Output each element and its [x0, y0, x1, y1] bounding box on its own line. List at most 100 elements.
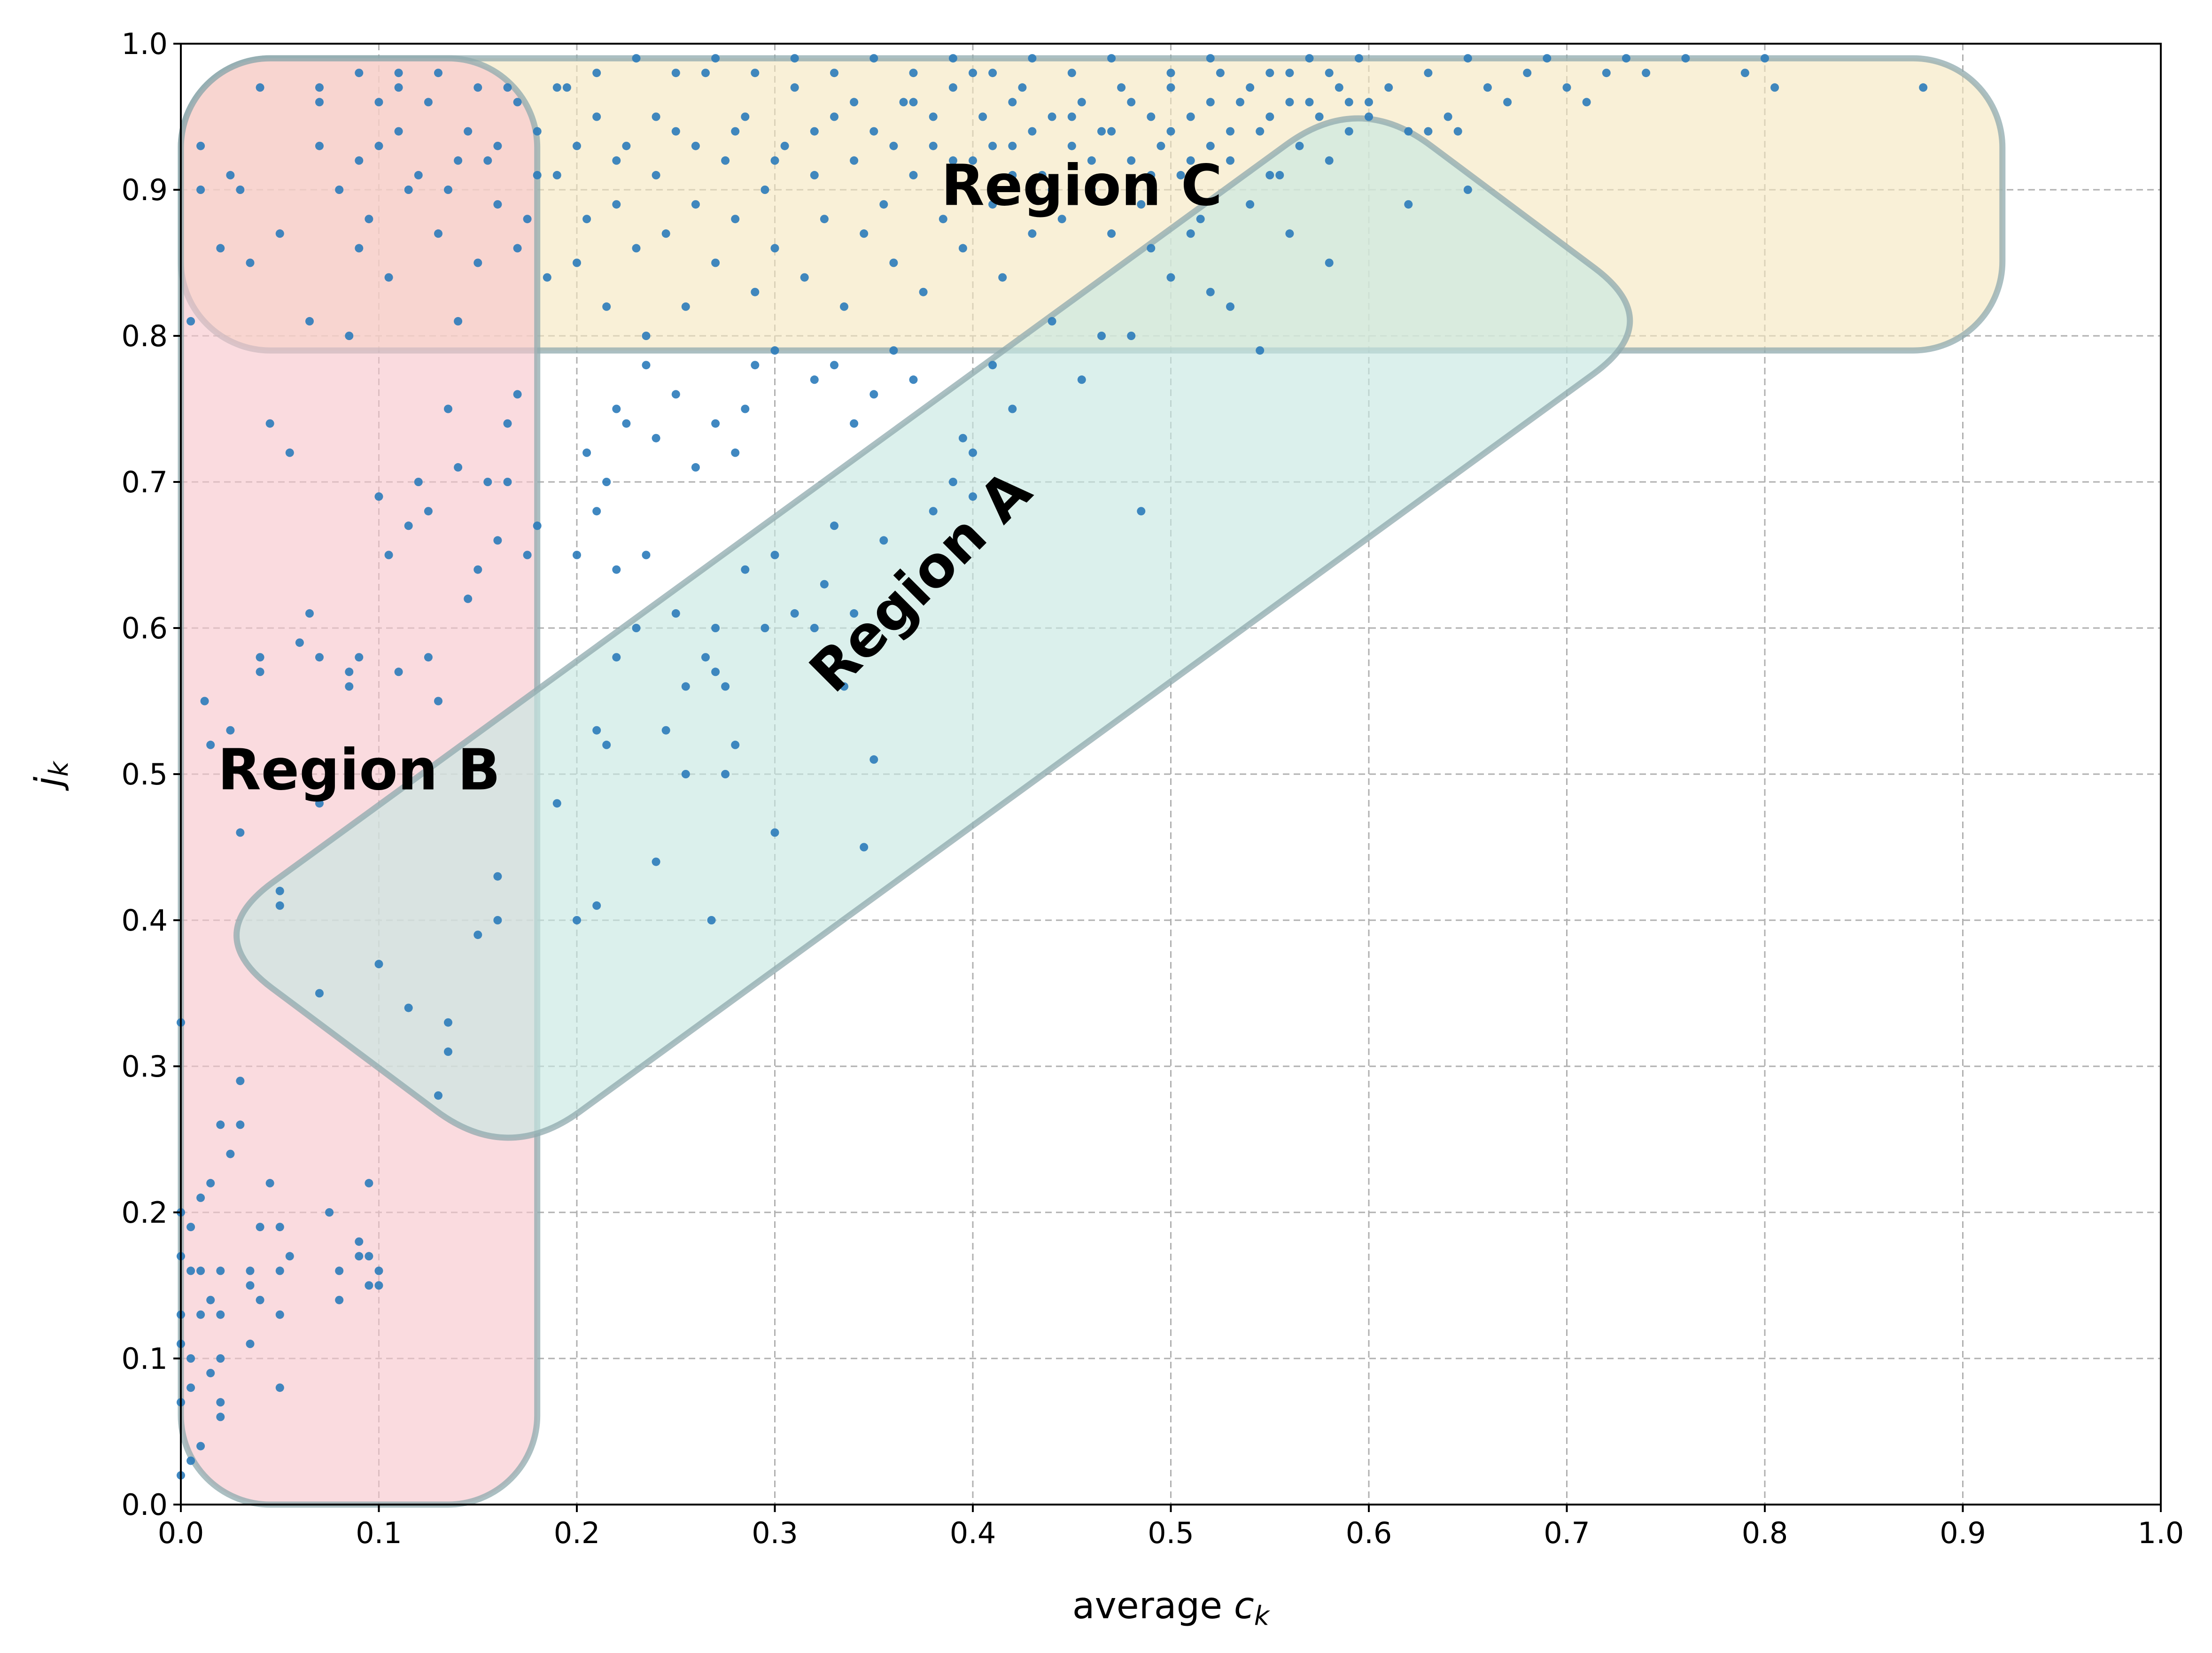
- data-point: [1077, 375, 1086, 384]
- data-point: [246, 258, 255, 267]
- data-point: [661, 229, 670, 238]
- data-point: [1127, 98, 1136, 107]
- data-point: [523, 215, 532, 224]
- data-point: [533, 171, 542, 179]
- data-point: [552, 171, 561, 179]
- data-point: [582, 448, 591, 457]
- data-point: [256, 83, 264, 92]
- data-point: [345, 332, 354, 340]
- y-tick-label: 0.8: [121, 319, 168, 353]
- x-tick-label: 0.6: [1346, 1516, 1392, 1550]
- data-point: [196, 1442, 205, 1451]
- data-point: [335, 1296, 344, 1304]
- data-point: [1147, 171, 1156, 179]
- region-b-label: Region B: [217, 738, 500, 803]
- data-point: [236, 828, 245, 837]
- data-point: [1038, 171, 1047, 179]
- data-point: [434, 1091, 442, 1100]
- data-point: [770, 244, 779, 253]
- data-point: [424, 507, 433, 516]
- data-point: [374, 492, 383, 501]
- data-point: [464, 594, 473, 603]
- data-point: [1137, 200, 1146, 209]
- x-tick-label: 0.8: [1742, 1516, 1788, 1550]
- data-point: [335, 186, 344, 194]
- data-point: [1463, 186, 1472, 194]
- region-c-label: Region C: [941, 154, 1223, 219]
- data-point: [820, 580, 829, 589]
- data-point: [503, 478, 512, 486]
- data-point: [226, 726, 235, 735]
- data-point: [365, 1281, 373, 1290]
- data-point: [969, 492, 977, 501]
- data-point: [1186, 112, 1195, 121]
- data-point: [1127, 156, 1136, 165]
- data-point: [1147, 112, 1156, 121]
- data-point: [602, 740, 611, 749]
- data-point: [879, 200, 888, 209]
- data-point: [1335, 83, 1343, 92]
- data-point: [592, 507, 601, 516]
- data-point: [552, 83, 561, 92]
- data-point: [958, 244, 967, 253]
- data-point: [770, 156, 779, 165]
- data-point: [1206, 54, 1215, 63]
- data-point: [1344, 98, 1353, 107]
- data-points: [177, 54, 1928, 1480]
- data-point: [1404, 127, 1413, 136]
- data-point: [810, 624, 819, 632]
- data-point: [939, 215, 947, 224]
- data-point: [889, 141, 898, 150]
- data-point: [196, 141, 205, 150]
- data-point: [1196, 215, 1205, 224]
- data-point: [1226, 127, 1234, 136]
- data-point: [513, 98, 522, 107]
- data-point: [206, 1179, 215, 1187]
- data-point: [1761, 54, 1769, 63]
- data-point: [969, 156, 977, 165]
- data-point: [186, 1456, 195, 1465]
- x-axis-label: average ck: [1072, 1585, 1271, 1631]
- y-tick-label: 0.5: [121, 757, 168, 792]
- data-point: [1404, 200, 1413, 209]
- data-point: [988, 69, 997, 78]
- data-point: [731, 448, 740, 457]
- data-point: [285, 448, 294, 457]
- data-point: [850, 419, 859, 428]
- data-point: [473, 83, 482, 92]
- data-point: [830, 361, 838, 370]
- data-point: [1256, 127, 1265, 136]
- data-point: [216, 1412, 225, 1421]
- data-point: [206, 740, 215, 749]
- y-axis-label-sub: k: [44, 760, 74, 776]
- data-point: [1285, 229, 1294, 238]
- data-point: [533, 127, 542, 136]
- data-point: [929, 112, 938, 121]
- data-point: [275, 229, 284, 238]
- data-point: [652, 434, 660, 442]
- data-point: [850, 98, 859, 107]
- data-point: [216, 1354, 225, 1363]
- data-point: [731, 127, 740, 136]
- data-point: [285, 1252, 294, 1261]
- data-point: [424, 653, 433, 662]
- data-point: [790, 83, 799, 92]
- data-point: [295, 638, 304, 647]
- data-point: [503, 419, 512, 428]
- data-point: [1562, 83, 1571, 92]
- data-point: [394, 83, 403, 92]
- data-point: [652, 171, 660, 179]
- y-tick-label: 0.3: [121, 1049, 168, 1084]
- data-point: [810, 127, 819, 136]
- data-point: [196, 186, 205, 194]
- data-point: [701, 69, 710, 78]
- x-tick-label: 0.4: [950, 1516, 996, 1550]
- data-point: [948, 156, 957, 165]
- data-point: [216, 1310, 225, 1319]
- data-point: [711, 258, 720, 267]
- data-point: [543, 273, 551, 282]
- data-point: [988, 141, 997, 150]
- data-point: [1097, 127, 1106, 136]
- data-point: [770, 551, 779, 559]
- data-point: [562, 83, 571, 92]
